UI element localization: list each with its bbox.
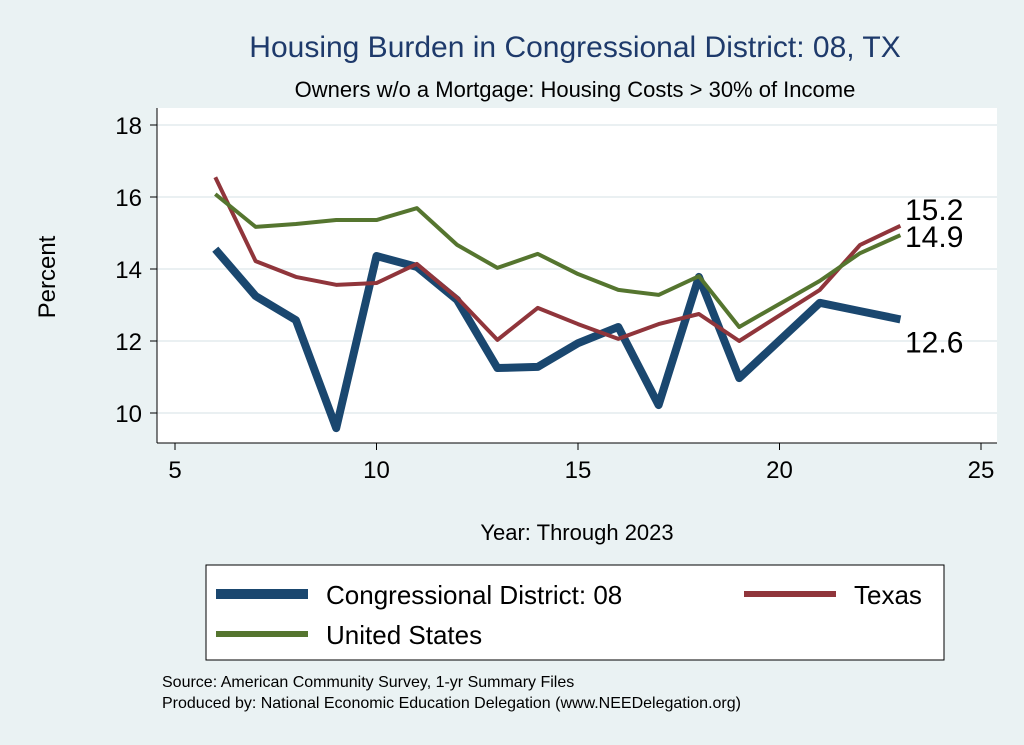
y-tick-label: 10 — [115, 401, 142, 428]
x-axis-label: Year: Through 2023 — [480, 520, 673, 545]
legend: Congressional District: 08 Texas United St… — [205, 564, 945, 661]
chart-subtitle: Owners w/o a Mortgage: Housing Costs > 3… — [295, 77, 856, 102]
y-tick-label: 14 — [115, 257, 142, 284]
y-tick-label: 16 — [115, 185, 142, 212]
y-tick-label: 12 — [115, 329, 142, 356]
end-label: 14.9 — [905, 221, 963, 254]
x-tick-label: 5 — [168, 457, 181, 484]
x-tick-label: 25 — [968, 457, 995, 484]
y-axis-label: Percent — [34, 235, 61, 318]
legend-label: United States — [326, 620, 482, 650]
legend-label: Congressional District: 08 — [326, 580, 622, 610]
end-label: 12.6 — [905, 326, 963, 359]
y-tick-label: 18 — [115, 113, 142, 140]
source-note: Source: American Community Survey, 1-yr … — [162, 674, 574, 691]
x-tick-label: 20 — [766, 457, 793, 484]
end-label: 15.2 — [905, 194, 963, 227]
producer-note: Produced by: National Economic Education… — [162, 695, 741, 712]
chart-title: Housing Burden in Congressional District… — [249, 31, 900, 64]
legend-label: Texas — [854, 580, 922, 610]
x-tick-label: 10 — [363, 457, 390, 484]
x-tick-label: 15 — [565, 457, 592, 484]
